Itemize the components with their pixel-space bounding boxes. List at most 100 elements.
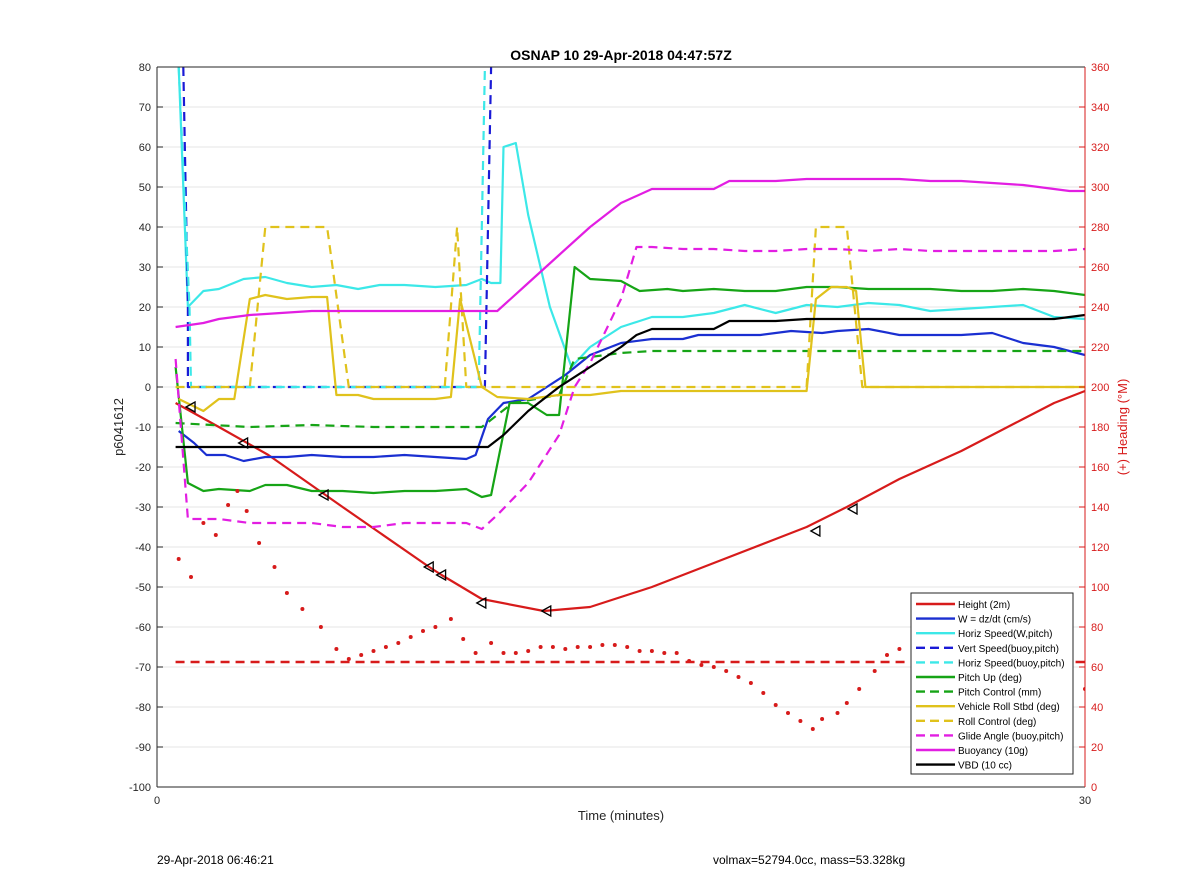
heading-dot [213,533,218,537]
legend-entry: Height (2m) [958,600,1010,611]
heading-dot [235,489,240,493]
series-line-7 [178,285,1085,413]
height-marker [435,568,447,582]
series-line-3 [182,67,493,389]
heading-dot [501,651,506,655]
y2-tick-label: 60 [1091,662,1103,674]
heading-dot [176,557,181,561]
heading-dot [563,647,568,651]
y2-tick-label: 180 [1091,422,1109,434]
heading-dot [820,717,825,721]
y-tick-label: 60 [139,142,151,154]
heading-dot [359,653,364,657]
heading-dot [798,719,803,723]
height-marker [475,596,487,610]
height-marker [422,560,434,574]
heading-dot [421,629,425,633]
heading-dot [396,641,401,645]
y-axis-label: p6041612 [111,398,126,456]
heading-dot [835,711,840,715]
heading-dot [244,509,249,513]
height-marker [540,604,552,618]
heading-dot [687,659,692,663]
heading-dot [1099,685,1103,689]
series-line-9 [174,245,1085,531]
heading-dot [201,521,206,525]
y-tick-label: -30 [135,502,151,514]
x-axis-label: Time (minutes) [578,808,664,823]
height-marker [237,436,249,450]
heading-dot [408,635,413,639]
legend-entry: Horiz Speed(buoy,pitch) [958,658,1065,669]
heading-dot [1129,681,1133,685]
y-tick-label: 70 [139,102,151,114]
y2-tick-label: 340 [1091,102,1109,114]
legend-entry: Vehicle Roll Stbd (deg) [958,702,1060,713]
heading-dot [637,649,642,653]
heading-dot [612,643,617,647]
heading-dot [461,637,466,641]
heading-dot [872,669,877,673]
heading-dot [383,645,388,649]
y2-tick-label: 40 [1091,702,1103,714]
heading-dot [736,675,741,679]
heading-dot [897,647,902,651]
legend-entry: W = dz/dt (cm/s) [958,615,1031,626]
heading-dot [489,641,494,645]
y-tick-label: 20 [139,302,151,314]
heading-dot [625,645,630,649]
series-line-10 [175,177,1085,329]
heading-dot [724,669,729,673]
legend-entry: Glide Angle (buoy,pitch) [958,731,1063,742]
height-marker [809,524,821,538]
heading-dot [649,649,654,653]
y-tick-label: -40 [135,542,151,554]
y-tick-label: 30 [139,262,151,274]
heading-dot [538,645,543,649]
heading-dot [575,645,580,649]
y-tick-label: -10 [135,422,151,434]
heading-dot [346,657,351,661]
y2-tick-label: 200 [1091,382,1109,394]
y-tick-label: -80 [135,702,151,714]
height-marker [846,502,858,516]
y2-tick-label: 320 [1091,142,1109,154]
y2-tick-label: 300 [1091,182,1109,194]
heading-dot [761,691,766,695]
y-tick-label: 80 [139,62,151,74]
series-line-2 [177,67,1085,369]
y2-tick-label: 220 [1091,342,1109,354]
heading-dot [371,649,376,653]
heading-dot [513,651,518,655]
heading-dot [257,541,262,545]
y-tick-label: -20 [135,462,151,474]
y2-tick-label: 140 [1091,502,1109,514]
height-marker [317,488,329,502]
series-lines [174,67,1085,664]
heading-dot [588,645,593,649]
heading-dot [189,575,193,579]
y2-tick-label: 260 [1091,262,1109,274]
series-line-6 [175,349,1085,429]
y2-tick-label: 120 [1091,542,1109,554]
heading-dot [674,651,679,655]
y-tick-label: -70 [135,662,151,674]
footer-timestamp: 29-Apr-2018 06:46:21 [157,853,274,867]
series-line-1 [178,327,1085,463]
y-tick-label: -100 [129,782,151,794]
y2-tick-label: 280 [1091,222,1109,234]
y-tick-label: 0 [145,382,151,394]
legend: Height (2m) W = dz/dt (cm/s) Horiz Speed(W… [910,592,1074,775]
heading-dot [857,687,862,691]
axes: 80706050403020100-10-20-30-40-50-60-70-8… [129,62,1109,807]
heading-dot [433,625,438,629]
y2-tick-label: 20 [1091,742,1103,754]
heading-dot [473,651,478,655]
heading-dot [318,625,323,629]
heading-dot [810,727,815,731]
y-tick-label: -60 [135,622,151,634]
height-marker [184,400,196,414]
heading-dot [448,617,453,621]
y2-axis-label: (+) Heading (°M) [1115,379,1130,476]
